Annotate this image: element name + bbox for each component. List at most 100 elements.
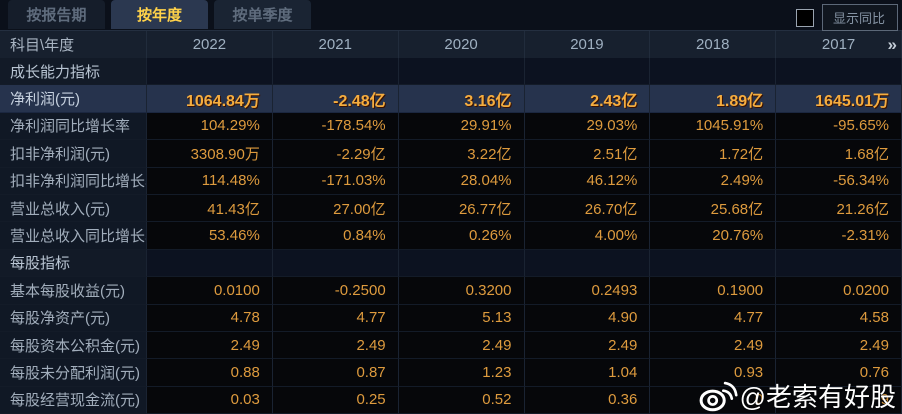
cell-value: 3.16亿 (398, 85, 525, 113)
cell-value: 0.2493 (524, 277, 651, 305)
cell-value: 4.77 (650, 304, 777, 332)
cell-value: 104.29% (147, 112, 273, 141)
table-row: 成长能力指标 (0, 58, 902, 86)
cell-value: 53.46% (147, 222, 273, 250)
cell-value: -178.54% (272, 112, 399, 141)
cell-value: 4.77 (272, 304, 399, 332)
cell-value: 0.93 (650, 359, 777, 387)
tab-by-year[interactable]: 按年度 (111, 0, 208, 29)
cell-value: 0.26% (398, 222, 525, 250)
column-header-year: 2020 (399, 31, 525, 58)
more-years-chevron-icon[interactable]: » (887, 34, 898, 54)
cell-value: 26.77亿 (398, 194, 525, 223)
cell-value: 25.68亿 (650, 194, 777, 223)
cell-value: 0.0200 (776, 277, 902, 305)
cell-value: 2.49% (650, 167, 777, 195)
cell-value: -0.2500 (272, 277, 399, 305)
cell-value: 0.03 (147, 386, 273, 414)
cell-value: 3308.90万 (147, 140, 273, 168)
column-header-year: 2019 (525, 31, 651, 58)
cell-value: 1045.91% (650, 112, 777, 141)
row-label: 每股指标 (0, 249, 147, 278)
period-tab-bar: 按报告期 按年度 按单季度 显示同比 (0, 0, 902, 31)
cell-value: 2.49 (524, 331, 651, 360)
cell-value: 2.49 (650, 331, 777, 360)
row-label: 营业总收入同比增长率 (0, 222, 147, 250)
cell-value: -95.65% (776, 112, 902, 141)
cell-value: 2.51亿 (524, 140, 651, 168)
table-row: 基本每股收益(元) 0.0100 -0.2500 0.3200 0.2493 0… (0, 277, 902, 305)
row-label: 基本每股收益(元) (0, 277, 147, 305)
cell-value (524, 58, 651, 86)
table-row: 营业总收入同比增长率 53.46% 0.84% 0.26% 4.00% 20.7… (0, 222, 902, 250)
cell-value: -2.29亿 (272, 140, 399, 168)
cell-value: 28.04% (398, 167, 525, 195)
cell-value: 9 (776, 386, 902, 414)
cell-value: 29.03% (524, 112, 651, 141)
row-label: 扣非净利润(元) (0, 140, 147, 168)
row-label: 每股经营现金流(元) (0, 386, 147, 414)
cell-value: 0.36 (524, 386, 651, 414)
column-header-year: 2018 (650, 31, 777, 58)
row-label: 营业总收入(元) (0, 194, 147, 223)
cell-value (272, 249, 399, 278)
table-body: 成长能力指标 净利润(元) 1064.84万 -2.48亿 3.16亿 2.43… (0, 58, 902, 414)
cell-value: 1645.01万 (776, 85, 902, 113)
cell-value: 0.76 (776, 359, 902, 387)
table-row: 每股净资产(元) 4.78 4.77 5.13 4.90 4.77 4.58 (0, 304, 902, 332)
cell-value: 0.1900 (650, 277, 777, 305)
yoy-controls: 显示同比 (795, 4, 898, 31)
cell-value: 0.25 (272, 386, 399, 414)
cell-value: 0.52 (398, 386, 525, 414)
table-row: 扣非净利润同比增长率 114.48% -171.03% 28.04% 46.12… (0, 167, 902, 195)
cell-value: 4.00% (524, 222, 651, 250)
cell-value (398, 58, 525, 86)
cell-value: -2.48亿 (272, 85, 399, 113)
cell-value: 29.91% (398, 112, 525, 141)
cell-value: 2.49 (272, 331, 399, 360)
column-header-year: 2022 (147, 31, 273, 58)
cell-value (650, 249, 777, 278)
cell-value: 0.88 (147, 359, 273, 387)
cell-value: 27.00亿 (272, 194, 399, 223)
row-label: 净利润同比增长率 (0, 112, 147, 141)
column-header-year-label: 2017 (821, 36, 856, 53)
cell-value: 0 (650, 386, 777, 414)
cell-value: 5.13 (398, 304, 525, 332)
cell-value: 2.49 (147, 331, 273, 360)
cell-value: 114.48% (147, 167, 273, 195)
cell-value: 3.22亿 (398, 140, 525, 168)
row-label: 扣非净利润同比增长率 (0, 167, 147, 195)
show-yoy-checkbox[interactable] (795, 8, 814, 27)
cell-value: 0.87 (272, 359, 399, 387)
cell-value: -171.03% (272, 167, 399, 195)
tab-by-single-quarter[interactable]: 按单季度 (214, 0, 311, 29)
cell-value: 1.72亿 (650, 140, 777, 168)
row-label: 成长能力指标 (0, 58, 147, 86)
cell-value (147, 249, 273, 278)
column-header-year: 2021 (273, 31, 399, 58)
cell-value: -56.34% (776, 167, 902, 195)
table-header-row: 科目\年度 2022 2021 2020 2019 2018 2017 » (0, 30, 902, 58)
cell-value (398, 249, 525, 278)
table-row: 每股资本公积金(元) 2.49 2.49 2.49 2.49 2.49 2.49 (0, 331, 902, 360)
cell-value: 46.12% (524, 167, 651, 195)
cell-value: 4.58 (776, 304, 902, 332)
cell-value: 1.68亿 (776, 140, 902, 168)
cell-value (272, 58, 399, 86)
cell-value: 1.89亿 (650, 85, 777, 113)
show-yoy-button[interactable]: 显示同比 (821, 4, 898, 31)
cell-value: 21.26亿 (776, 194, 902, 223)
cell-value (147, 58, 273, 86)
table-row: 扣非净利润(元) 3308.90万 -2.29亿 3.22亿 2.51亿 1.7… (0, 140, 902, 168)
cell-value: 4.90 (524, 304, 651, 332)
table-row: 每股未分配利润(元) 0.88 0.87 1.23 1.04 0.93 0.76 (0, 359, 902, 387)
cell-value (524, 249, 651, 278)
tab-by-report-period[interactable]: 按报告期 (8, 0, 105, 29)
column-header-year: 2017 » (776, 31, 902, 58)
table-row: 净利润(元) 1064.84万 -2.48亿 3.16亿 2.43亿 1.89亿… (0, 85, 902, 113)
cell-value (776, 58, 902, 86)
row-label: 每股净资产(元) (0, 304, 147, 332)
cell-value: 26.70亿 (524, 194, 651, 223)
